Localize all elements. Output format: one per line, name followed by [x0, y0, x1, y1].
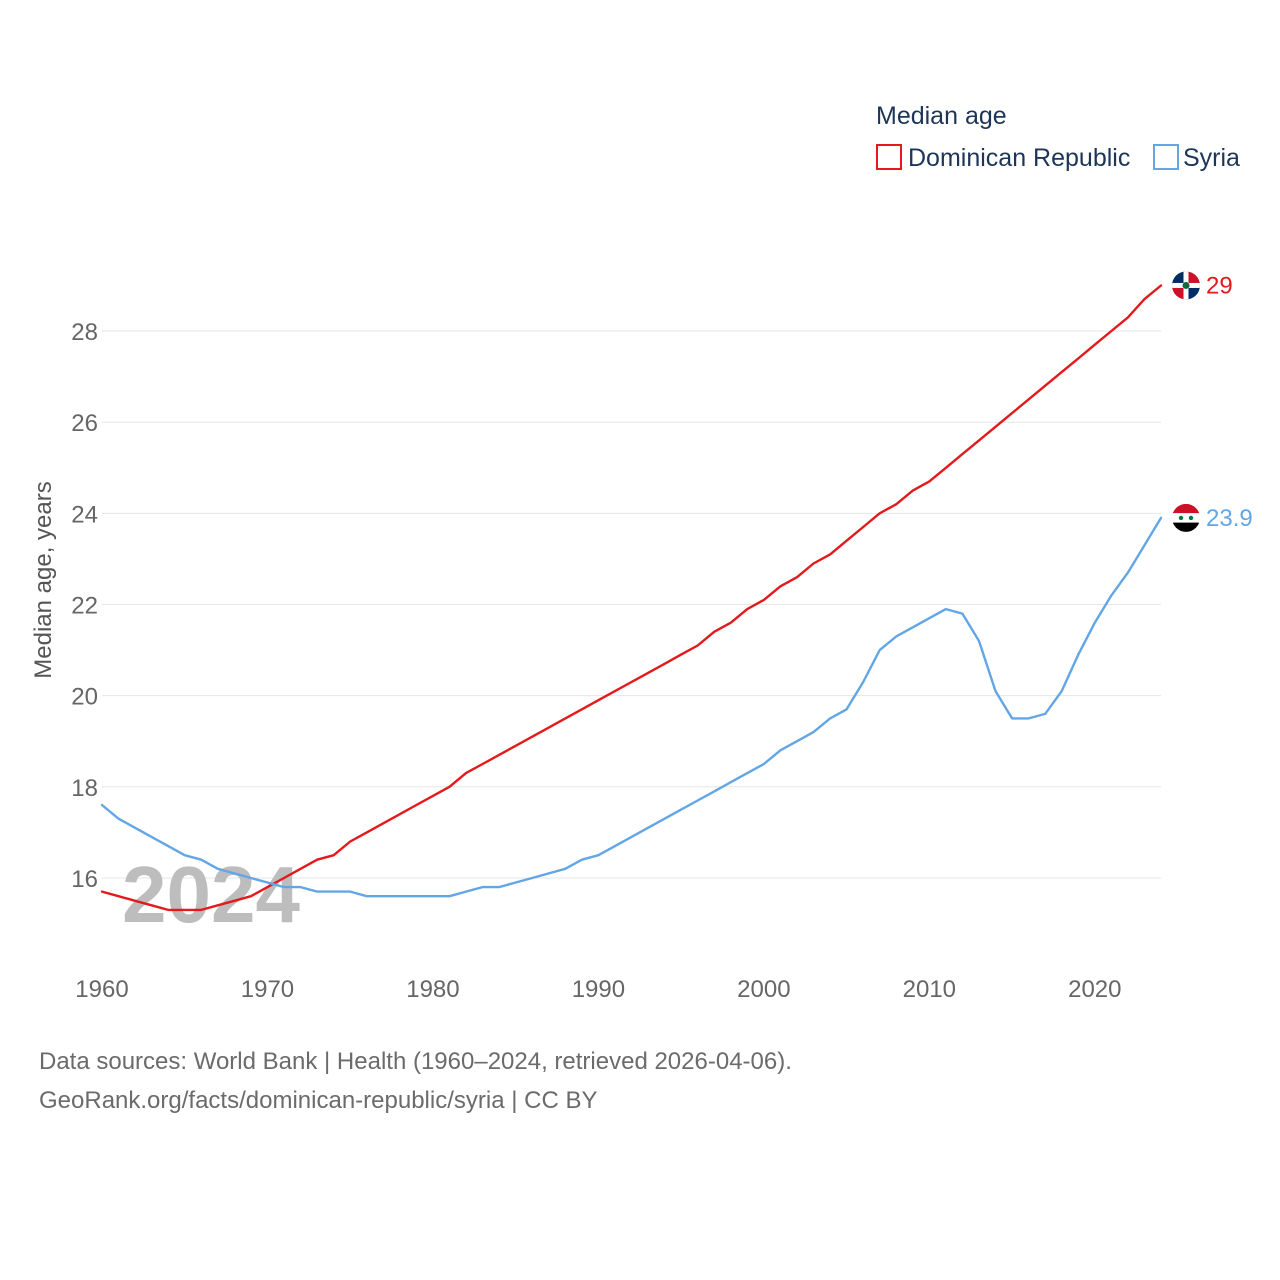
- credit-link[interactable]: GeoRank.org/facts/dominican-republic/syr…: [39, 1087, 597, 1114]
- data-source-note: Data sources: World Bank | Health (1960–…: [39, 1048, 792, 1075]
- series-lines: [100, 284, 1163, 912]
- y-tick-label-24: 24: [71, 501, 98, 528]
- series-line-syria[interactable]: [100, 516, 1163, 898]
- y-tick-label-28: 28: [71, 319, 98, 346]
- y-tick-label-20: 20: [71, 684, 98, 711]
- x-tick-label-1960: 1960: [75, 976, 128, 1003]
- x-tick-label-1980: 1980: [406, 976, 459, 1003]
- legend-item-dominican-republic[interactable]: Dominican Republic: [876, 144, 1130, 172]
- legend-swatch-dominican-republic: [876, 144, 902, 170]
- x-tick-label-2010: 2010: [903, 976, 956, 1003]
- grid-lines: [102, 330, 1161, 879]
- legend: Median age Dominican Republic Syria: [876, 102, 1240, 172]
- end-label-dominican-republic: 29: [1206, 272, 1233, 299]
- legend-swatch-syria: [1153, 144, 1179, 170]
- y-tick-label-22: 22: [71, 593, 98, 620]
- end-label-syria: 23.9: [1206, 505, 1253, 532]
- y-tick-label-16: 16: [71, 866, 98, 893]
- y-axis-ticks: 16 18 20 22 24 26 28: [71, 319, 98, 893]
- x-tick-label-2000: 2000: [737, 976, 790, 1003]
- legend-title: Median age: [876, 102, 1007, 130]
- legend-item-syria[interactable]: Syria: [1153, 144, 1240, 172]
- x-tick-label-2020: 2020: [1068, 976, 1121, 1003]
- year-watermark: 2024: [122, 850, 300, 939]
- y-tick-label-26: 26: [71, 410, 98, 437]
- syria-flag-icon: [1172, 503, 1200, 532]
- dominican-republic-flag-icon: [1172, 271, 1200, 300]
- x-tick-label-1990: 1990: [572, 976, 625, 1003]
- y-axis-title: Median age, years: [30, 481, 57, 678]
- x-tick-label-1970: 1970: [241, 976, 294, 1003]
- series-line-dominican-republic[interactable]: [100, 284, 1163, 912]
- end-labels: 29 23.9: [1172, 271, 1253, 532]
- x-axis-ticks: 1960 1970 1980 1990 2000 2010 2020: [75, 976, 1121, 1003]
- legend-label-syria: Syria: [1183, 144, 1240, 172]
- legend-label-dominican-republic: Dominican Republic: [908, 144, 1130, 172]
- y-tick-label-18: 18: [71, 775, 98, 802]
